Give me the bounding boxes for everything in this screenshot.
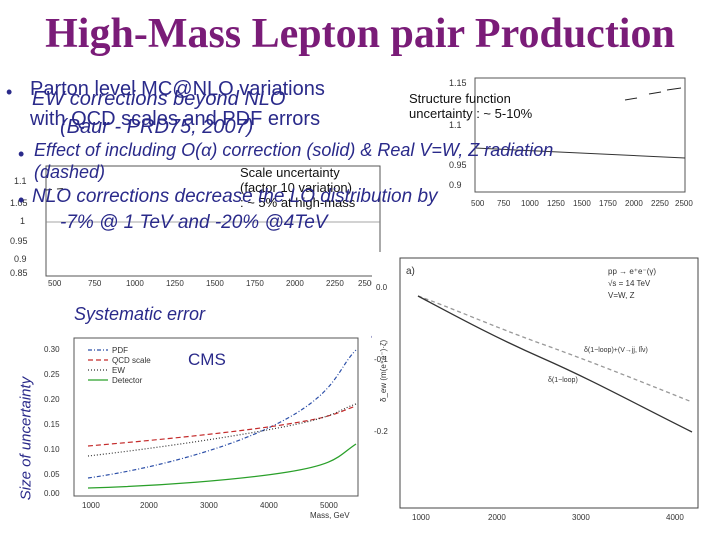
sf-ytick-4: 0.9: [449, 180, 462, 190]
structure-function-chart: 1.15 1.1 0.95 0.9 Structure function unc…: [409, 77, 693, 208]
scale-xtick: 1250: [166, 279, 184, 288]
systematic-error-label: Systematic error: [74, 304, 206, 324]
legend-detector: Detector: [112, 376, 143, 385]
sys-ytick: 0.00: [44, 489, 60, 498]
bullet-text-3: EW corrections beyond NLO: [32, 88, 286, 110]
bullet-text-5: Effect of including O(α) correction (sol…: [34, 140, 554, 160]
systematic-error-chart: 0.30 0.25 0.20 0.15 0.10 0.05 0.00 PDF Q…: [44, 337, 359, 520]
ew-xtick: 2000: [488, 513, 506, 522]
pdf-curve: [87, 349, 357, 479]
sf-xtick: 1250: [547, 199, 565, 208]
bullet-text-2: with QCD scales and PDF errors: [30, 108, 321, 130]
bullet-text-6: (dashed): [34, 162, 106, 182]
ew-dashed-curve: [417, 295, 693, 403]
scale-xtick: 2250: [326, 279, 344, 288]
bullet-text-8: -7% @ 1 TeV and -20% @4TeV: [60, 212, 328, 233]
structure-function-panel: 1.15 1.1 0.95 0.9 Structure function unc…: [405, 72, 695, 210]
ew-ytick: -0.1: [374, 355, 388, 364]
ew-xtick: 4000: [666, 513, 684, 522]
sys-ytick: 0.05: [44, 470, 60, 479]
scale-ytick: 0.85: [10, 268, 28, 278]
legend-qcd: QCD scale: [112, 356, 151, 365]
legend-ew: EW: [112, 366, 125, 375]
scale-xtick: 2500: [358, 279, 376, 288]
ew-curve: [87, 403, 357, 457]
sf-xtick: 1000: [521, 199, 539, 208]
scale-xtick: 1000: [126, 279, 144, 288]
ew-xtick: 3000: [572, 513, 590, 522]
scale-ytick: 1.05: [10, 198, 28, 208]
sf-annotation-2: uncertainty : ~ 5-10%: [409, 106, 533, 121]
sf-xtick: 2250: [651, 199, 669, 208]
scale-uncertainty-panel: 1.1 1.05 1 0.95 0.9 0.85 Scale uncertain…: [8, 162, 388, 290]
sys-xtick: 1000: [82, 501, 100, 510]
bullet-text-1: Parton level MC@NLO variations: [30, 78, 325, 100]
sys-xtick: 4000: [260, 501, 278, 510]
scale-annotation-1: Scale uncertainty: [240, 165, 340, 180]
scale-xtick: 1750: [246, 279, 264, 288]
slide-title: High-Mass Lepton pair Production: [45, 11, 675, 57]
sys-ytick: 0.25: [44, 370, 60, 379]
size-of-uncertainty-label: Size of uncertainty: [17, 376, 35, 501]
panel-label: a): [406, 266, 415, 277]
legend-pdf: PDF: [112, 346, 128, 355]
bullet-1: •: [6, 82, 13, 102]
systematic-error-panel: 0.30 0.25 0.20 0.15 0.10 0.05 0.00 PDF Q…: [38, 328, 368, 520]
scale-annotation-2: (factor 10 variation): [240, 180, 352, 195]
ew-xtick: 1000: [412, 513, 430, 522]
sys-xtick: 5000: [320, 501, 338, 510]
scale-uncertainty-chart: 1.1 1.05 1 0.95 0.9 0.85 Scale uncertain…: [10, 165, 381, 288]
sf-ytick-3: 0.95: [449, 160, 467, 170]
sys-xtick: 2000: [140, 501, 158, 510]
scale-xtick: 750: [88, 279, 102, 288]
sf-annotation-1: Structure function: [409, 91, 511, 106]
scale-xtick: 1500: [206, 279, 224, 288]
sf-xtick: 2000: [625, 199, 643, 208]
bullet-3: •: [18, 190, 25, 210]
sf-xtick: 750: [497, 199, 511, 208]
sf-ytick-1: 1.15: [449, 78, 467, 88]
sf-xtick: 500: [471, 199, 485, 208]
detector-curve: [87, 443, 357, 489]
ew-correction-panel: a) δ_ew (m(e⁺e⁻)·ζ) 0.0 -0.1 -0.2 pp → e…: [372, 252, 704, 524]
scale-ytick: 0.95: [10, 236, 28, 246]
sf-xtick: 1500: [573, 199, 591, 208]
sys-ytick: 0.10: [44, 445, 60, 454]
sys-xlabel: Mass, GeV: [310, 511, 350, 520]
sf-xtick: 2500: [675, 199, 693, 208]
curve-label-1: δ(1−loop)+(V→jj, ll̄ν): [584, 346, 648, 354]
qcd-scale-curve: [87, 405, 357, 447]
cms-label: CMS: [188, 350, 226, 369]
sf-ytick-2: 1.1: [449, 120, 462, 130]
ew-correction-chart: a) δ_ew (m(e⁺e⁻)·ζ) 0.0 -0.1 -0.2 pp → e…: [374, 257, 699, 522]
curve-label-2: δ(1−loop): [548, 377, 578, 384]
sys-ytick: 0.20: [44, 395, 60, 404]
ew-vv: V=W, Z: [608, 291, 635, 300]
sys-ytick: 0.15: [44, 420, 60, 429]
ew-ylabel: δ_ew (m(e⁺e⁻)·ζ): [379, 339, 388, 402]
scale-xtick: 500: [48, 279, 62, 288]
scale-ytick: 1: [20, 216, 25, 226]
sf-xtick: 1750: [599, 199, 617, 208]
ew-energy: √s = 14 TeV: [608, 279, 651, 288]
bullet-text-4: (Baur - PRD75, 2007): [60, 116, 254, 138]
ew-solid-curve: [417, 295, 693, 433]
ew-ytick: 0.0: [376, 283, 388, 292]
ew-proc: pp → e⁺e⁻(γ): [608, 267, 656, 276]
bullet-text-7: NLO corrections decrease the LO distribu…: [32, 186, 438, 207]
sys-xtick: 3000: [200, 501, 218, 510]
sys-ytick: 0.30: [44, 345, 60, 354]
scale-ytick: 0.9: [14, 254, 27, 264]
scale-ytick: 1.1: [14, 176, 27, 186]
scale-annotation-3: : ~ 5% at high-mass: [240, 195, 356, 210]
ew-ytick: -0.2: [374, 427, 388, 436]
scale-xtick: 2000: [286, 279, 304, 288]
bullet-2: •: [18, 144, 25, 164]
